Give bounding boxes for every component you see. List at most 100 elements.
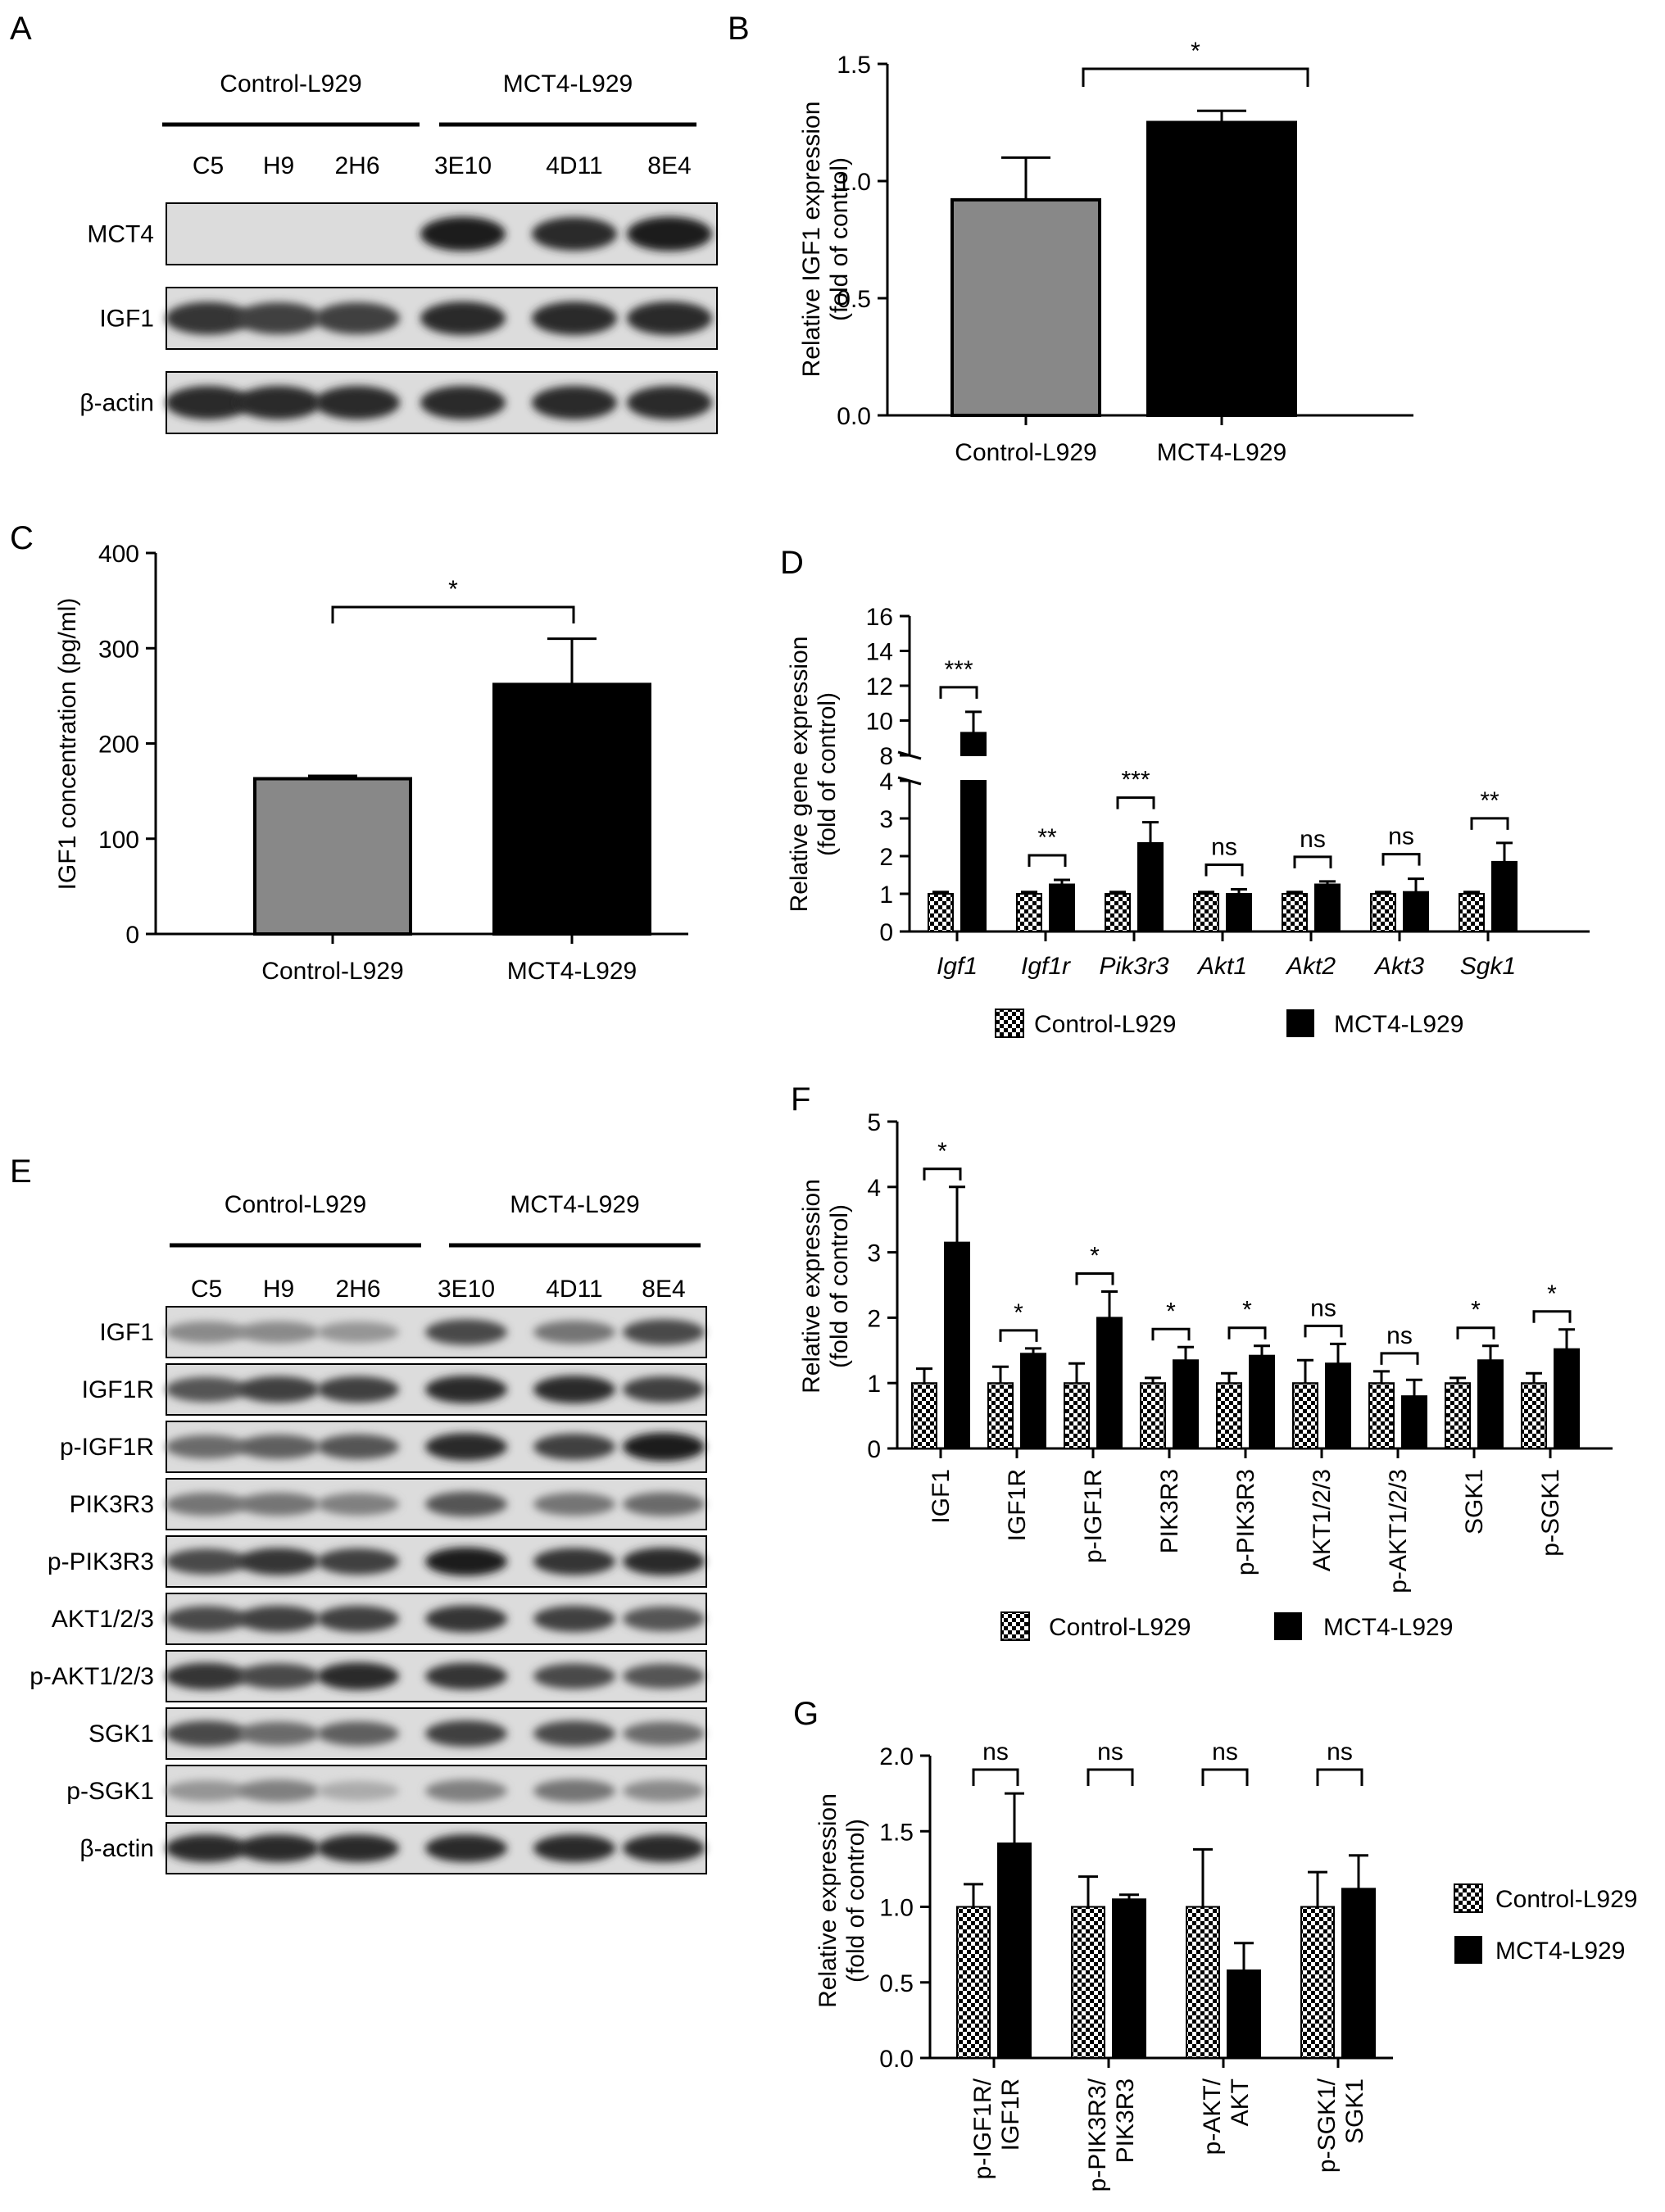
x-tick-label: AKT1/2/3 bbox=[1309, 1469, 1336, 1571]
bar-Control-L929-p-AKT1/2/3 bbox=[1368, 1382, 1395, 1449]
blot-band bbox=[532, 386, 617, 419]
significance-label: * bbox=[448, 576, 458, 603]
blot-band bbox=[166, 1720, 247, 1747]
blot-band bbox=[166, 1834, 247, 1862]
x-tick-label: PIK3R3 bbox=[1156, 1469, 1183, 1553]
significance-bracket bbox=[1381, 853, 1421, 866]
blot-lane-label: 2H6 bbox=[335, 1276, 380, 1303]
y-tick-label: 1.5 bbox=[879, 1819, 914, 1846]
bar-MCT4-L929-Igf1-lower bbox=[960, 780, 987, 932]
bar-MCT4-L929-PIK3R3 bbox=[1173, 1359, 1199, 1450]
y-axis-label: Relative expression(fold of control) bbox=[814, 1793, 869, 2008]
legend-swatch-mct4 bbox=[1454, 1936, 1482, 1964]
significance-label: ns bbox=[1327, 1738, 1353, 1766]
significance-label: ns bbox=[1310, 1294, 1336, 1321]
significance-bracket bbox=[1227, 1326, 1267, 1339]
bar-Control-L929-Igf1r bbox=[1016, 893, 1042, 932]
blot-lane-label: C5 bbox=[193, 152, 224, 179]
y-tick-label: 16 bbox=[866, 604, 893, 631]
significance-bracket bbox=[1116, 796, 1155, 809]
y-tick-label: 10 bbox=[866, 709, 893, 736]
x-tick-label: p-PIK3R3/PIK3R3 bbox=[1084, 2078, 1139, 2192]
blot-band bbox=[317, 1434, 399, 1460]
bar-Control-L929-Akt1 bbox=[1193, 893, 1219, 932]
y-tick-label: 300 bbox=[98, 636, 139, 663]
blot-band bbox=[317, 1780, 399, 1802]
blot-band bbox=[420, 386, 506, 419]
blot-band bbox=[166, 1376, 247, 1403]
significance-bracket bbox=[999, 1329, 1038, 1342]
bar-MCT4-L929-p-IGF1R bbox=[1096, 1317, 1123, 1450]
blot-band bbox=[425, 1376, 507, 1403]
blot-row-label: AKT1/2/3 bbox=[52, 1606, 154, 1633]
y-tick-label: 0.5 bbox=[837, 286, 871, 313]
y-axis-label: Relative gene expression(fold of control… bbox=[786, 637, 841, 913]
y-tick-label: 1.0 bbox=[879, 1895, 914, 1922]
bar-Control-L929-p-PIK3R3/ PIK3R3 bbox=[1071, 1906, 1105, 2059]
blot-band bbox=[623, 1663, 705, 1689]
blot-band bbox=[425, 1491, 507, 1517]
blot-band bbox=[166, 301, 251, 335]
significance-label: * bbox=[1471, 1297, 1481, 1324]
legend-swatch-control bbox=[1454, 1883, 1483, 1913]
bar-Control-L929-IGF1 bbox=[911, 1382, 937, 1449]
blot-band bbox=[532, 217, 617, 251]
bar-Control-L929-Pik3r3 bbox=[1105, 893, 1131, 932]
panel-letter: G bbox=[793, 1696, 819, 1732]
y-tick-label: 4 bbox=[867, 1175, 881, 1202]
x-tick-label-line: p-AKT/ bbox=[1199, 2078, 1226, 2155]
x-tick-label-line: PIK3R3 bbox=[1112, 2078, 1139, 2163]
bar-MCT4-L929-Igf1 bbox=[960, 732, 987, 756]
blot-band bbox=[166, 1321, 247, 1344]
x-tick-label: Igf1 bbox=[937, 953, 978, 980]
blot-band bbox=[236, 386, 321, 419]
legend-swatch-control bbox=[995, 1009, 1024, 1038]
significance-bracket bbox=[1380, 1352, 1419, 1365]
blot-band bbox=[623, 1319, 705, 1345]
y-axis-label-line: (fold of control) bbox=[842, 1819, 869, 1983]
y-tick-label: 0.0 bbox=[879, 2046, 914, 2073]
blot-group-label: MCT4-L929 bbox=[503, 70, 633, 97]
bar-MCT4-L929-Akt2 bbox=[1314, 883, 1341, 932]
y-axis-label: Relative expression(fold of control) bbox=[798, 1179, 853, 1394]
y-axis-label-line: (fold of control) bbox=[826, 1204, 853, 1368]
bar-MCT4-L929 bbox=[1146, 120, 1297, 417]
blot-band bbox=[425, 1834, 507, 1862]
blot-band bbox=[533, 1320, 615, 1344]
bar-Control-L929-p-AKT/ AKT bbox=[1186, 1906, 1220, 2059]
blot-band bbox=[166, 1435, 247, 1459]
blot-band bbox=[317, 1834, 399, 1862]
blot-band bbox=[317, 1493, 399, 1516]
blot-band bbox=[425, 1720, 507, 1747]
significance-bracket bbox=[331, 605, 575, 623]
blot-band bbox=[315, 302, 400, 334]
y-tick-label: 3 bbox=[867, 1240, 881, 1267]
blot-band bbox=[425, 1605, 507, 1633]
x-tick-label-line: p-IGF1R/ bbox=[969, 2078, 996, 2179]
blot-row-label: p-AKT1/2/3 bbox=[29, 1663, 154, 1690]
significance-bracket bbox=[972, 1768, 1019, 1786]
blot-band bbox=[627, 301, 712, 335]
blot-band bbox=[238, 1663, 320, 1689]
y-tick-label: 0.5 bbox=[879, 1970, 914, 1997]
blot-band bbox=[317, 1662, 399, 1690]
significance-bracket bbox=[1151, 1327, 1191, 1341]
axis-break-mark bbox=[897, 776, 922, 786]
blot-lane-label: 4D11 bbox=[546, 1276, 603, 1303]
bar-MCT4-L929-Pik3r3 bbox=[1137, 841, 1164, 933]
bar-Control-L929 bbox=[950, 197, 1101, 417]
panel-letter: B bbox=[728, 11, 750, 47]
bar-Control-L929-p-IGF1R/ IGF1R bbox=[956, 1906, 991, 2059]
blot-band bbox=[166, 1662, 247, 1690]
blot-lane-label: 8E4 bbox=[647, 152, 691, 179]
blot-band bbox=[317, 1605, 399, 1633]
y-axis-label-line: Relative expression bbox=[814, 1793, 842, 2008]
bar-Control-L929-p-SGK1 bbox=[1521, 1382, 1547, 1449]
bar-Control-L929-PIK3R3 bbox=[1140, 1382, 1166, 1449]
x-tick-label: p-AKT1/2/3 bbox=[1385, 1469, 1412, 1593]
significance-bracket bbox=[1082, 67, 1309, 87]
chart-G: G Relative expression(fold of control) 0.0… bbox=[793, 1696, 1637, 2192]
blot-band bbox=[425, 1319, 507, 1345]
significance-label: *** bbox=[1121, 767, 1150, 794]
